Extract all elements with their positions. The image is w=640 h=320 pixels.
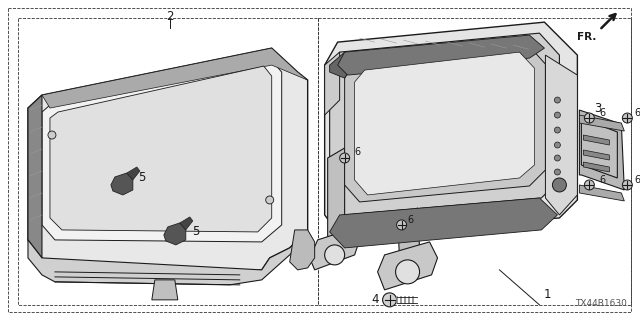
Text: 1: 1 — [543, 288, 551, 301]
Circle shape — [340, 153, 349, 163]
Text: 2: 2 — [166, 10, 173, 23]
Circle shape — [584, 180, 595, 190]
Text: 6: 6 — [355, 147, 361, 157]
Circle shape — [324, 245, 344, 265]
Polygon shape — [338, 35, 545, 75]
Polygon shape — [378, 242, 438, 290]
Text: 6: 6 — [600, 175, 605, 185]
Polygon shape — [42, 48, 308, 108]
Circle shape — [554, 169, 561, 175]
Text: 6: 6 — [600, 108, 605, 118]
Circle shape — [622, 113, 632, 123]
Polygon shape — [584, 135, 609, 145]
Text: 6: 6 — [408, 215, 413, 225]
Circle shape — [584, 113, 595, 123]
Text: 5: 5 — [192, 225, 199, 238]
Circle shape — [396, 260, 420, 284]
Polygon shape — [290, 230, 315, 270]
Polygon shape — [50, 66, 272, 232]
Polygon shape — [127, 167, 140, 180]
Circle shape — [622, 180, 632, 190]
Circle shape — [554, 155, 561, 161]
Polygon shape — [330, 33, 559, 215]
Circle shape — [554, 112, 561, 118]
Polygon shape — [42, 58, 282, 242]
Polygon shape — [584, 162, 609, 172]
Polygon shape — [328, 148, 344, 248]
Polygon shape — [581, 118, 618, 178]
Polygon shape — [324, 52, 340, 115]
Text: 3: 3 — [594, 101, 601, 115]
Polygon shape — [111, 173, 133, 195]
Polygon shape — [330, 198, 557, 248]
Polygon shape — [28, 48, 308, 272]
Polygon shape — [330, 52, 355, 78]
Polygon shape — [545, 55, 577, 215]
Circle shape — [48, 131, 56, 139]
Circle shape — [552, 178, 566, 192]
Polygon shape — [344, 44, 545, 202]
Polygon shape — [355, 52, 534, 195]
Circle shape — [554, 97, 561, 103]
Polygon shape — [579, 185, 625, 201]
Polygon shape — [579, 110, 625, 190]
Circle shape — [554, 142, 561, 148]
Text: FR.: FR. — [577, 32, 596, 42]
Circle shape — [266, 196, 274, 204]
Polygon shape — [164, 223, 186, 245]
Polygon shape — [28, 230, 308, 285]
Text: 4: 4 — [372, 293, 380, 306]
Circle shape — [397, 220, 406, 230]
Circle shape — [554, 127, 561, 133]
Polygon shape — [180, 217, 193, 230]
Polygon shape — [324, 22, 577, 235]
Polygon shape — [28, 95, 42, 258]
Text: 5: 5 — [138, 172, 145, 185]
Polygon shape — [397, 208, 420, 260]
Text: 6: 6 — [634, 108, 640, 118]
Polygon shape — [584, 150, 609, 160]
Circle shape — [383, 293, 397, 307]
Polygon shape — [310, 228, 360, 270]
Text: 6: 6 — [634, 175, 640, 185]
Polygon shape — [579, 115, 625, 131]
Polygon shape — [152, 280, 178, 300]
Text: TX44B1630: TX44B1630 — [575, 299, 627, 308]
